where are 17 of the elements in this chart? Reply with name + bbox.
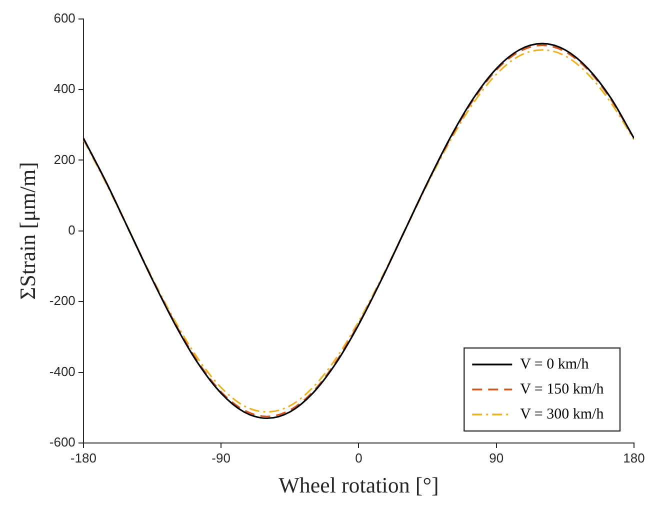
y-axis-title: ΣStrain [μm/m]	[14, 162, 40, 300]
legend-label: V = 150 km/h	[520, 381, 604, 398]
legend-label: V = 300 km/h	[520, 406, 604, 422]
x-tick-label: 0	[355, 450, 362, 466]
x-tick-label: -180	[70, 450, 96, 466]
y-tick-label: 200	[54, 152, 76, 167]
x-tick-label: 180	[623, 450, 645, 466]
y-tick-label: -200	[49, 293, 76, 308]
y-tick-label: 600	[54, 10, 76, 26]
y-tick-label: -600	[49, 434, 76, 450]
y-tick-label: 0	[68, 222, 76, 238]
y-tick-label: 400	[54, 81, 76, 96]
y-tick-label: -400	[49, 364, 76, 379]
x-tick-label: 90	[489, 450, 504, 466]
legend-label: V = 0 km/h	[520, 356, 590, 372]
x-tick-label: -90	[212, 450, 230, 466]
x-axis-title: Wheel rotation [°]	[278, 472, 439, 498]
